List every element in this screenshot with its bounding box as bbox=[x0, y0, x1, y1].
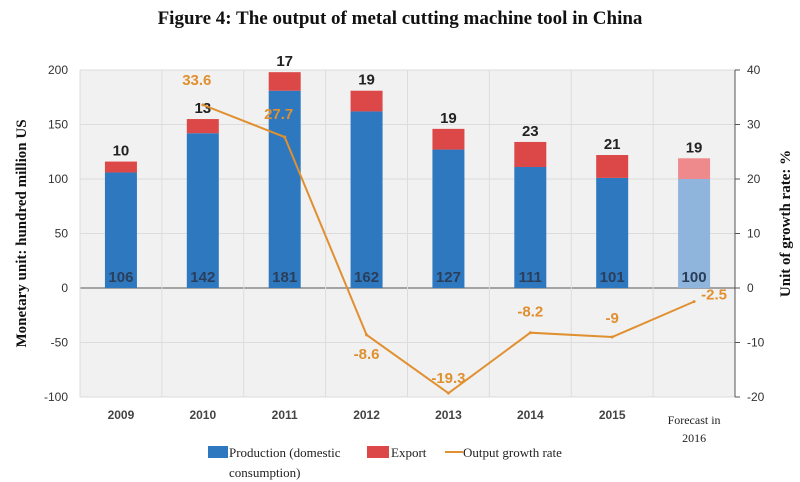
export-label: 10 bbox=[113, 143, 130, 160]
production-label: 162 bbox=[354, 269, 379, 286]
growth-rate-point bbox=[283, 135, 287, 139]
bar-export bbox=[350, 90, 383, 112]
y2-tick-label: 20 bbox=[747, 172, 761, 186]
bar-export bbox=[514, 141, 547, 168]
export-label: 19 bbox=[358, 72, 375, 89]
growth-rate-label: -19.3 bbox=[431, 370, 465, 387]
growth-rate-label: 33.6 bbox=[182, 72, 211, 89]
y2-tick-label: 0 bbox=[747, 281, 754, 295]
bar-production bbox=[678, 179, 711, 288]
bar-production bbox=[350, 111, 383, 288]
growth-rate-point bbox=[446, 391, 450, 395]
production-label: 142 bbox=[190, 269, 215, 286]
legend-label-export: Export bbox=[391, 445, 427, 460]
growth-rate-point bbox=[201, 103, 205, 107]
production-label: 106 bbox=[108, 269, 133, 286]
production-label: 181 bbox=[272, 269, 297, 286]
y2-tick-label: 10 bbox=[747, 227, 761, 241]
chart-title: Figure 4: The output of metal cutting ma… bbox=[157, 8, 643, 29]
y-axis-label: Monetary unit: hundred million US bbox=[14, 119, 30, 347]
legend-swatch-production bbox=[208, 446, 228, 458]
bar-export bbox=[186, 119, 219, 134]
y-tick-label: 0 bbox=[61, 281, 68, 295]
production-label: 100 bbox=[682, 269, 707, 286]
production-label: 127 bbox=[436, 269, 461, 286]
y2-tick-label: 30 bbox=[747, 118, 761, 132]
x-tick-label: 2013 bbox=[435, 408, 462, 422]
growth-rate-point bbox=[528, 331, 532, 335]
growth-rate-label: 27.7 bbox=[264, 106, 293, 123]
y-tick-label: 150 bbox=[48, 118, 68, 132]
production-label: 111 bbox=[519, 269, 542, 286]
bar-production bbox=[104, 172, 137, 288]
x-tick-label: 2015 bbox=[599, 408, 626, 422]
bar-production bbox=[596, 177, 629, 288]
x-tick-label: 2014 bbox=[517, 408, 544, 422]
y2-tick-label: -20 bbox=[747, 390, 765, 404]
y-tick-label: -50 bbox=[51, 336, 69, 350]
x-tick-label: 2010 bbox=[189, 408, 216, 422]
growth-rate-label: -8.2 bbox=[517, 304, 543, 321]
x-tick-label: Forecast in 2016 bbox=[668, 413, 721, 445]
bar-export bbox=[596, 155, 629, 178]
y-tick-label: 100 bbox=[48, 172, 68, 186]
x-tick-label: 2012 bbox=[353, 408, 380, 422]
x-tick-label: 2009 bbox=[108, 408, 135, 422]
x-tick-label: 2011 bbox=[272, 408, 298, 422]
growth-rate-label: -2.5 bbox=[701, 287, 727, 304]
bar-production bbox=[186, 133, 219, 288]
legend-label-growth-rate: Output growth rate bbox=[463, 445, 562, 460]
legend-label-production: Production (domestic consumption) bbox=[229, 445, 341, 480]
growth-rate-point bbox=[610, 335, 614, 339]
export-label: 19 bbox=[686, 139, 703, 156]
growth-rate-label: -8.6 bbox=[354, 346, 380, 363]
y-tick-label: -100 bbox=[44, 390, 68, 404]
growth-rate-label: -9 bbox=[606, 310, 619, 327]
bar-production bbox=[514, 167, 547, 288]
legend-swatch-export bbox=[367, 446, 389, 458]
growth-rate-point bbox=[692, 300, 696, 304]
bar-export bbox=[268, 72, 301, 91]
export-label: 19 bbox=[440, 110, 457, 127]
y2-tick-label: -10 bbox=[747, 336, 765, 350]
y-tick-label: 200 bbox=[48, 63, 68, 77]
bar-export bbox=[432, 128, 465, 150]
bar-production bbox=[432, 149, 465, 288]
bar-production bbox=[268, 90, 301, 289]
export-label: 17 bbox=[276, 53, 293, 70]
y2-axis-label: Unit of growth rate: % bbox=[778, 150, 794, 297]
export-label: 23 bbox=[522, 123, 539, 140]
y-tick-label: 50 bbox=[55, 227, 69, 241]
export-label: 13 bbox=[194, 100, 211, 117]
export-label: 21 bbox=[604, 136, 621, 153]
y2-tick-label: 40 bbox=[747, 63, 761, 77]
bar-export bbox=[104, 161, 137, 173]
growth-rate-point bbox=[365, 333, 369, 337]
bar-export bbox=[678, 158, 711, 179]
production-label: 101 bbox=[600, 269, 625, 286]
